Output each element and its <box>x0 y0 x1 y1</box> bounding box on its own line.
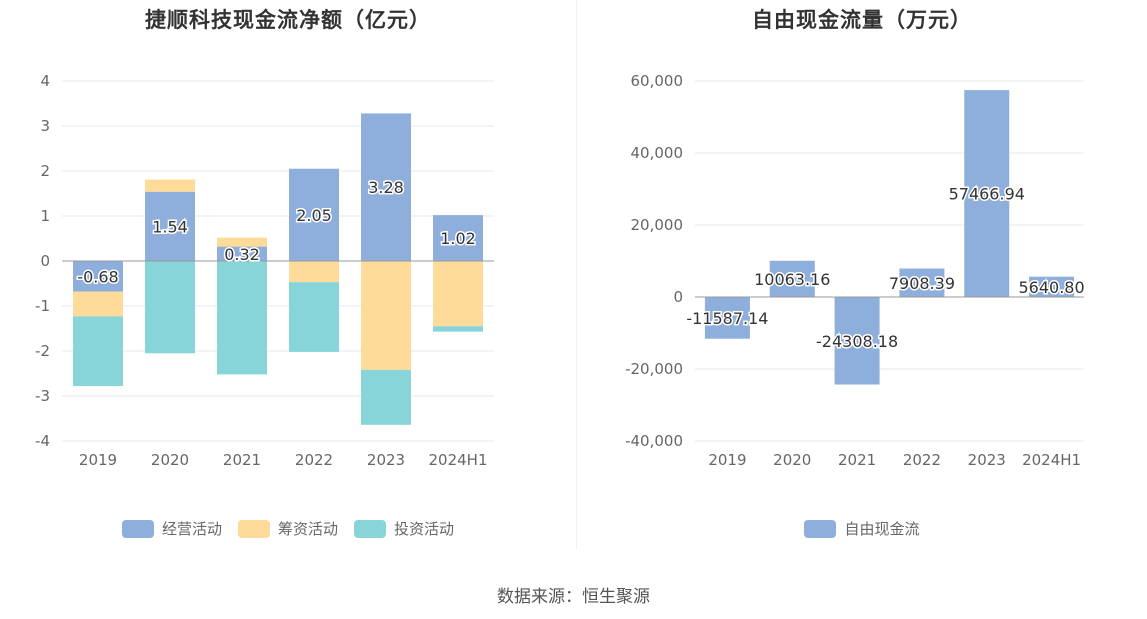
x-tick-label: 2023 <box>968 451 1006 469</box>
x-tick-label: 2024H1 <box>1022 451 1081 469</box>
bar <box>361 261 411 370</box>
bar <box>73 316 123 387</box>
y-tick-label: -4 <box>35 432 50 450</box>
bar <box>73 291 123 317</box>
bar <box>899 268 945 297</box>
bar <box>433 261 483 327</box>
y-tick-label: -40,000 <box>625 432 683 450</box>
legend-label: 投资活动 <box>394 520 455 538</box>
legend-swatch <box>804 519 837 538</box>
data-label: 57466.94 <box>949 185 1025 204</box>
bar <box>145 261 195 354</box>
y-tick-label: 3 <box>40 117 50 135</box>
x-tick-label: 2020 <box>151 451 189 469</box>
y-tick-label: -3 <box>35 387 50 405</box>
bar <box>834 297 880 385</box>
legend-item[interactable]: 自由现金流 <box>804 518 920 539</box>
y-tick-label: -20,000 <box>625 360 683 378</box>
data-label: -24308.18 <box>816 332 898 351</box>
cashflow-net-chart: 捷顺科技现金流净额（亿元） 4 3 2 1 0 -1 -2 -3 -4 2019 2020 2021 2… <box>0 0 576 560</box>
free-cashflow-plot: 60,000 40,000 20,000 0 -20,000 -40,000 2019 202… <box>625 72 1086 469</box>
data-label: 0.32 <box>224 245 260 264</box>
bar <box>769 260 815 297</box>
bar <box>289 168 339 261</box>
y-tick-label: 1 <box>40 207 50 225</box>
bar <box>433 215 483 261</box>
y-tick-label: 4 <box>40 72 50 90</box>
free-cashflow-chart: 自由现金流量（万元） 60,000 40,000 20,000 0 -20,000 -40… <box>577 0 1147 560</box>
x-tick-label: 2019 <box>79 451 117 469</box>
legend-label: 自由现金流 <box>844 520 920 538</box>
x-tick-label: 2022 <box>295 451 333 469</box>
legend: 自由现金流 <box>577 518 1147 539</box>
panel-divider <box>576 0 577 550</box>
bar <box>704 297 750 339</box>
data-label: 3.28 <box>368 178 404 197</box>
bar <box>433 326 483 332</box>
data-label: 7908.39 <box>889 274 955 293</box>
x-tick-label: 2021 <box>838 451 876 469</box>
legend-item[interactable]: 经营活动 <box>121 518 222 539</box>
data-label: 5640.80 <box>1018 278 1084 297</box>
y-tick-label: -2 <box>35 342 50 360</box>
bar <box>964 90 1010 297</box>
legend-swatch <box>237 519 270 538</box>
legend-swatch <box>354 519 386 538</box>
data-label: -0.68 <box>77 267 118 286</box>
legend-label: 筹资活动 <box>277 520 338 538</box>
data-label: 2.05 <box>296 206 332 225</box>
bar <box>217 237 267 247</box>
chart-title: 自由现金流量（万元） <box>752 8 972 32</box>
y-tick-label: 20,000 <box>631 216 684 234</box>
bar <box>289 261 339 283</box>
legend-swatch <box>121 519 154 538</box>
y-tick-label: 60,000 <box>631 72 684 90</box>
x-tick-label: 2022 <box>903 451 941 469</box>
y-tick-label: 40,000 <box>631 144 684 162</box>
x-tick-label: 2024H1 <box>429 451 488 469</box>
x-tick-label: 2021 <box>223 451 261 469</box>
legend-label: 经营活动 <box>161 520 222 538</box>
bar <box>1029 276 1075 297</box>
x-tick-label: 2020 <box>773 451 811 469</box>
x-tick-label: 2019 <box>708 451 746 469</box>
bar <box>289 282 339 352</box>
data-source: 数据来源：恒生聚源 <box>497 587 650 607</box>
data-label: 10063.16 <box>754 270 830 289</box>
bar <box>73 261 123 292</box>
y-tick-label: 0 <box>673 288 683 306</box>
bar <box>217 261 267 375</box>
data-label: 1.02 <box>440 229 476 248</box>
y-tick-label: 0 <box>40 252 50 270</box>
bar <box>217 246 267 261</box>
legend-item[interactable]: 投资活动 <box>354 518 454 539</box>
legend: 经营活动 筹资活动 投资活动 <box>0 518 576 539</box>
data-label: -11587.14 <box>686 309 768 328</box>
bar <box>361 369 411 425</box>
chart-title: 捷顺科技现金流净额（亿元） <box>145 8 431 32</box>
x-tick-label: 2023 <box>367 451 405 469</box>
y-tick-label: -1 <box>35 297 50 315</box>
bar <box>145 191 195 261</box>
bar <box>145 179 195 192</box>
cashflow-net-plot: 4 3 2 1 0 -1 -2 -3 -4 2019 2020 2021 2022 2023 2024H1 -… <box>35 72 494 469</box>
y-tick-label: 2 <box>40 162 50 180</box>
legend-item[interactable]: 筹资活动 <box>237 518 338 539</box>
bar <box>361 113 411 262</box>
data-label: 1.54 <box>152 217 188 236</box>
